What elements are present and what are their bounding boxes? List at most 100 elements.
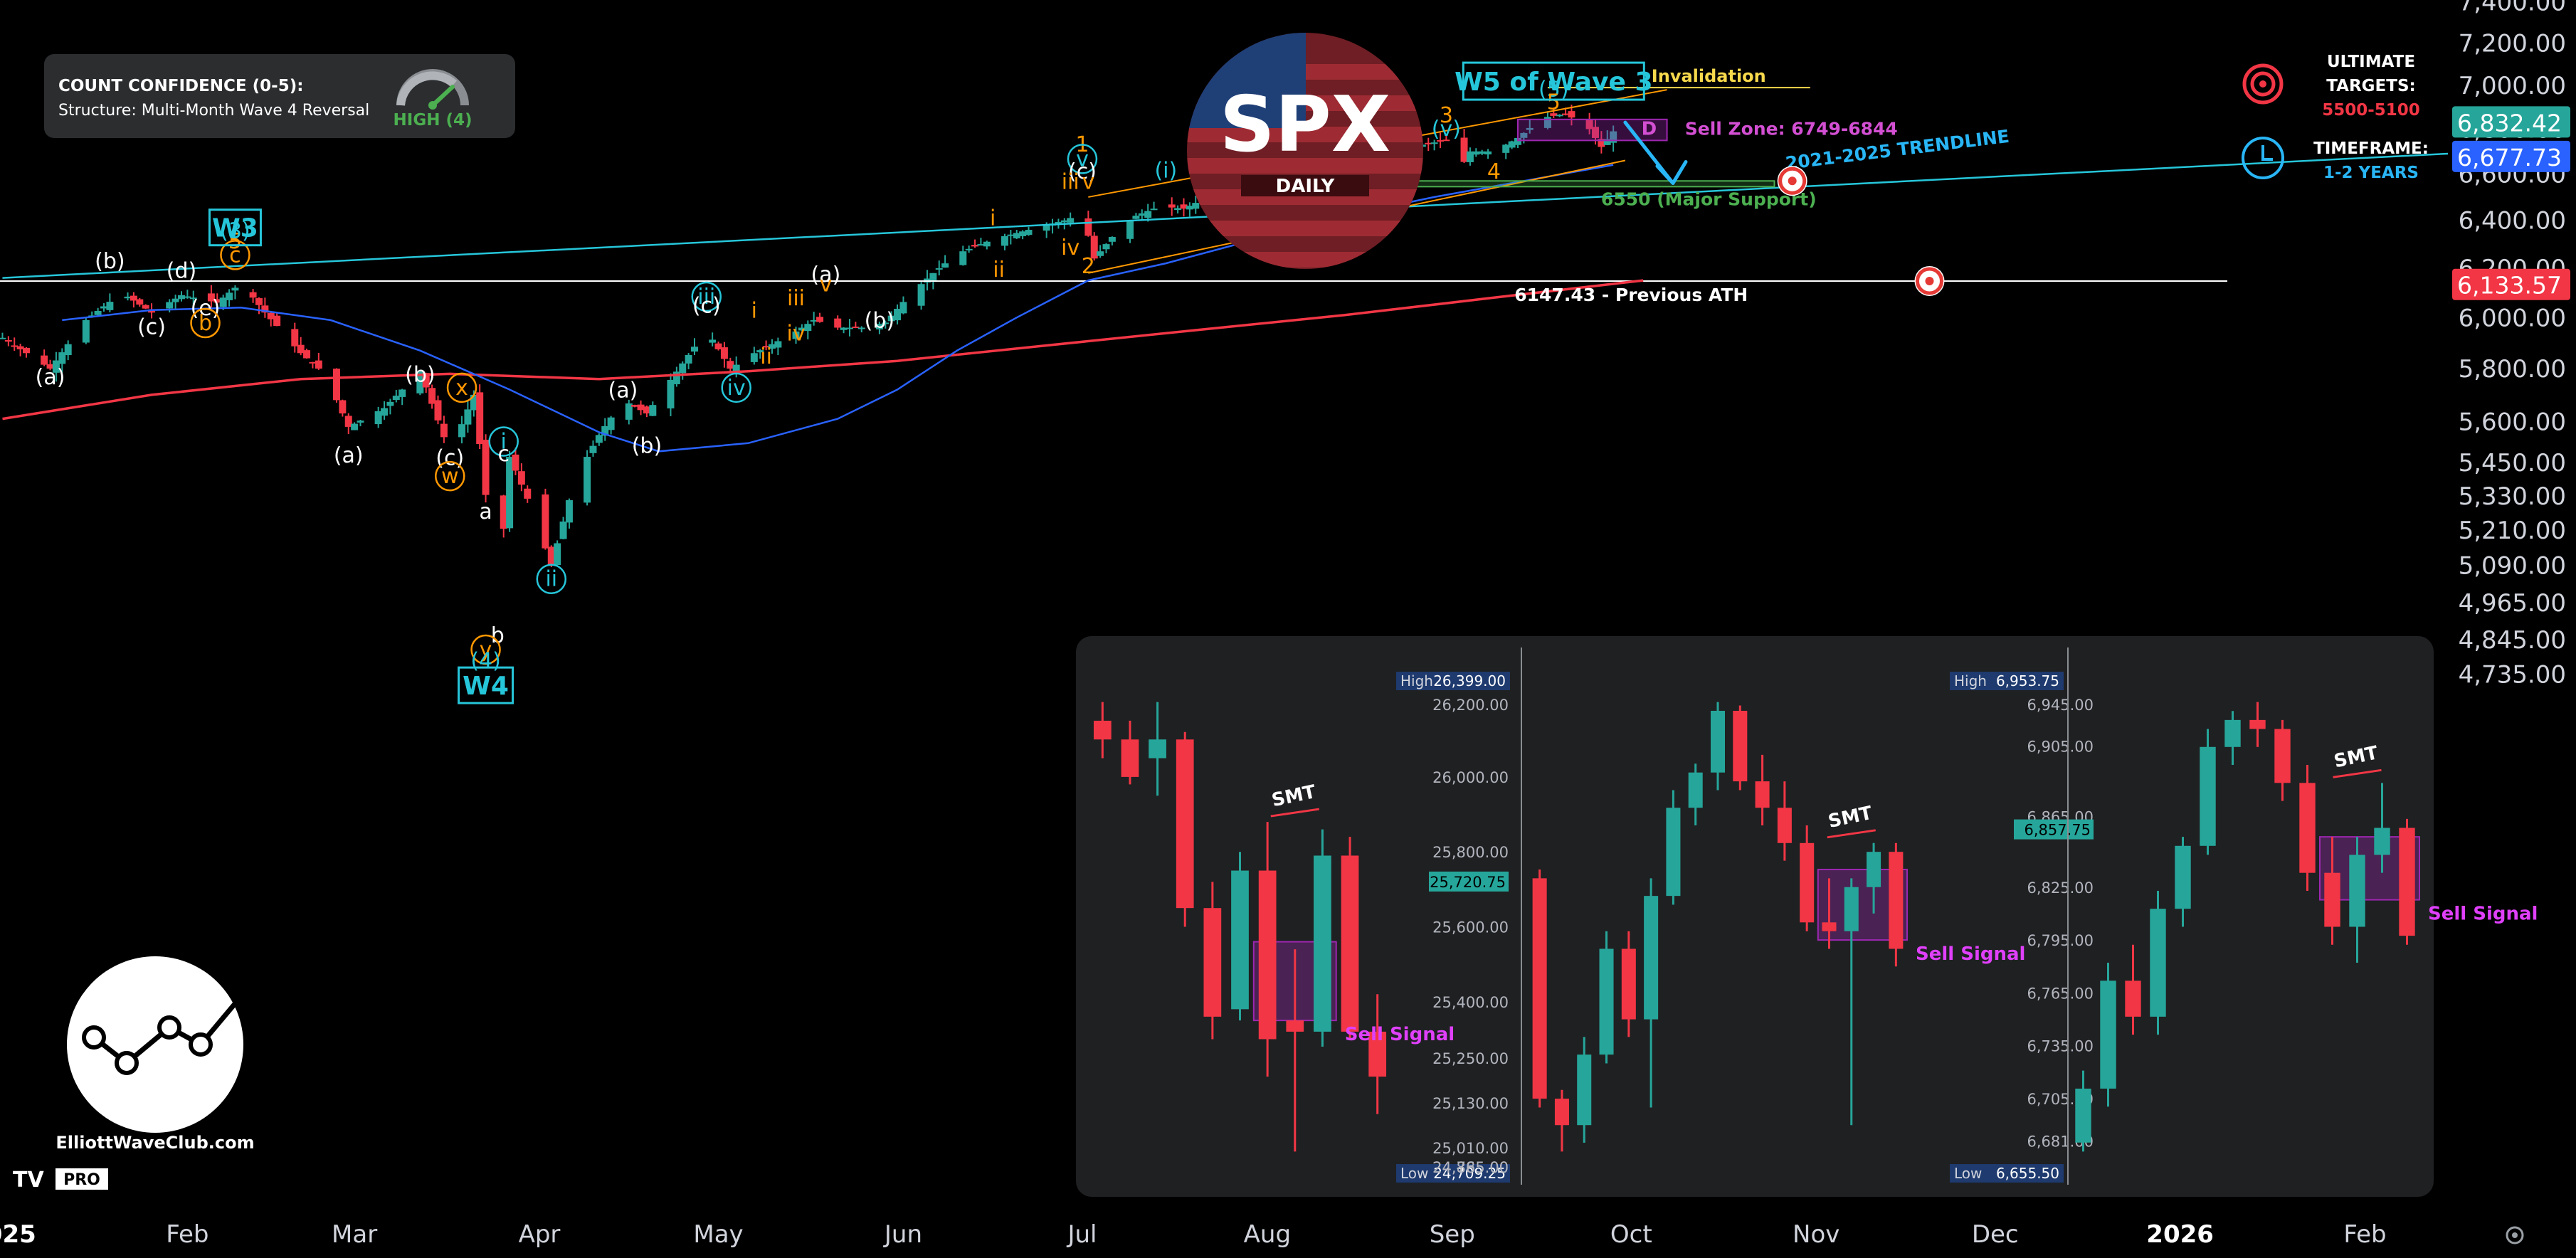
logo-subtitle: DAILY [1276, 176, 1336, 197]
candle-body [1472, 151, 1480, 155]
w3-label: W3 [212, 214, 258, 243]
candle-body [339, 400, 347, 414]
inset-y-tick: 25,600.00 [1432, 919, 1509, 936]
wave-label: (3) [220, 219, 250, 244]
y-tick-label: 7,400.00 [2459, 0, 2566, 17]
settings-icon[interactable] [2506, 1226, 2524, 1244]
candle-body [309, 361, 317, 364]
candle-body [171, 298, 179, 302]
candle-body [273, 315, 281, 327]
candle-body [142, 305, 149, 309]
wave-label: (a) [36, 365, 65, 390]
inset-candle-body [2075, 1088, 2091, 1143]
candle-body [1508, 141, 1516, 148]
candle-body [1568, 111, 1575, 118]
candle-body [231, 287, 239, 291]
x-tick-label: Feb [166, 1220, 208, 1249]
candle-body [398, 389, 406, 397]
candle-body [464, 409, 472, 425]
wave-label-circle [470, 634, 501, 665]
candle-body [965, 248, 973, 250]
ma-200-line [2, 279, 1644, 421]
candle-body [917, 284, 925, 306]
inset-y-tick: 26,000.00 [1432, 769, 1509, 786]
x-tick-label: Oct [1610, 1220, 1652, 1249]
wave-label-circle [1067, 144, 1098, 174]
wave-label: (a) [811, 263, 841, 287]
candle-body [106, 302, 114, 310]
targets-title-1: ULTIMATE [2327, 53, 2415, 71]
candle-body [506, 457, 514, 529]
wave-label: b [491, 623, 505, 648]
x-tick-label: May [693, 1220, 743, 1249]
inset-y-tick: 6,905.00 [2027, 739, 2094, 756]
candle-body [1042, 225, 1050, 231]
candle-body [565, 500, 573, 523]
candle-body [1192, 203, 1200, 209]
candle-body [11, 345, 19, 347]
candle-body [16, 346, 24, 349]
wave-label: (c) [1068, 159, 1097, 184]
candle-body [1132, 216, 1140, 219]
candle-body [1585, 119, 1593, 130]
inset-candle-body [1203, 908, 1222, 1017]
candle-body [1180, 204, 1188, 209]
candle-body [386, 401, 394, 406]
candle-body [720, 347, 728, 359]
candle-body [130, 295, 137, 301]
candle-body [422, 373, 430, 388]
y-tick-label: 5,600.00 [2459, 408, 2566, 436]
candle-body [542, 494, 549, 549]
candle-body [601, 426, 609, 436]
target-icon [2242, 63, 2284, 105]
clock-icon [2242, 137, 2284, 179]
inset-candle-body [2150, 909, 2166, 1017]
inset-candle-body [1554, 1099, 1569, 1126]
logo-title: SPX [1220, 80, 1390, 169]
candle-body [1514, 137, 1521, 145]
smt-line [2333, 768, 2382, 778]
candle-body [804, 324, 812, 332]
price-tag [2452, 106, 2570, 138]
candle-body [1430, 142, 1438, 144]
inset-candle-body [1121, 739, 1139, 777]
sell-signal-label: Sell Signal [2428, 904, 2538, 925]
sell-signal-label: Sell Signal [1345, 1024, 1455, 1045]
inset-candle-body [1710, 710, 1726, 773]
wave-label-circle [536, 564, 567, 594]
price-tag [2452, 140, 2570, 172]
wave-label: (5) [1538, 77, 1569, 102]
candle-body [798, 327, 806, 331]
candle-body [1484, 151, 1492, 155]
y-tick-label: 5,330.00 [2459, 482, 2566, 511]
inset-price-tag-label: 25,720.75 [1430, 874, 1506, 891]
candle-body [1019, 231, 1027, 236]
inset-y-tick: 6,765.00 [2027, 985, 2094, 1002]
inset-candle-body [2175, 845, 2191, 909]
candle-body [0, 337, 6, 339]
gauge-needle-icon [431, 85, 455, 107]
candle-body [1060, 220, 1068, 223]
candle-body [100, 306, 107, 309]
candle-body [1144, 211, 1152, 218]
candle-body [727, 361, 734, 369]
candle-body [792, 331, 800, 339]
wave-label: c [229, 243, 241, 268]
w5-box: W5 of Wave 3 [1455, 61, 1653, 101]
inset-candle-body [1093, 720, 1112, 740]
timeframe-value: 1-2 YEARS [2323, 164, 2419, 182]
inset-y-tick: 25,010.00 [1432, 1140, 1509, 1157]
candle-body [1610, 131, 1617, 143]
wave-label: (c) [692, 293, 721, 318]
inset-y-tick: 6,945.00 [2027, 697, 2094, 714]
sell-zone-box [1516, 118, 1668, 142]
inset-low-tag [1396, 1164, 1510, 1183]
inset-candle-body [1286, 1020, 1304, 1032]
inset-candle-body [2125, 980, 2141, 1017]
candle-body [4, 339, 12, 342]
candle-body [374, 411, 382, 425]
candle-body [184, 296, 191, 298]
x-tick-label: Sep [1430, 1220, 1475, 1249]
